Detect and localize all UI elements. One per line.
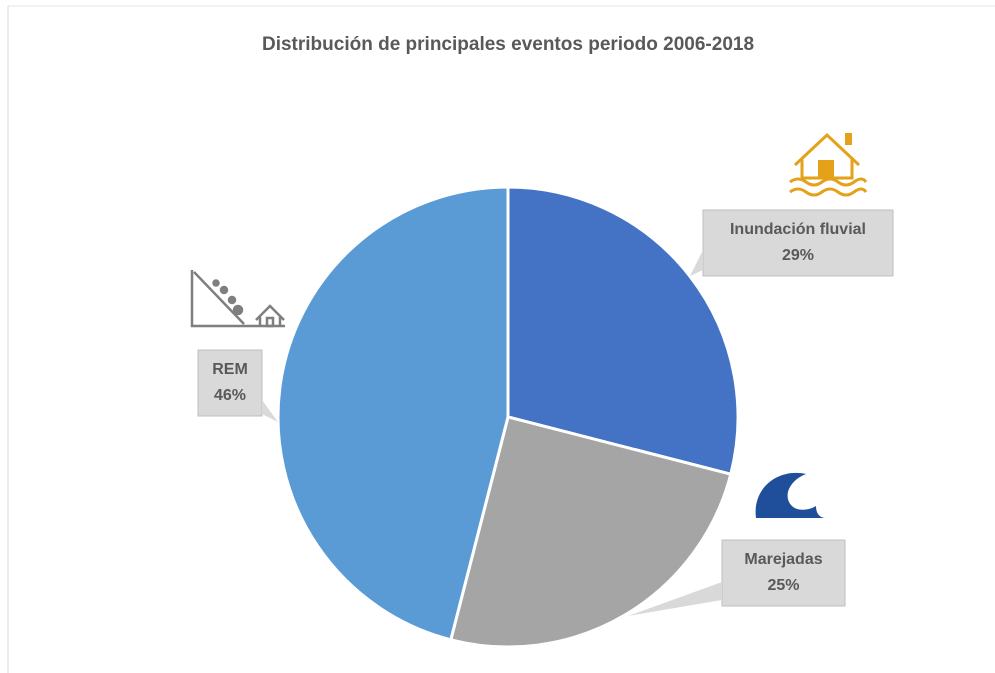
callout-box [721,539,846,607]
pie-slice [276,185,510,642]
data-label-name: Marejadas [744,551,822,568]
landslide-icon [190,270,285,328]
callout-pointer [690,250,703,276]
callout-box [197,349,263,417]
data-label-value: 29% [782,247,814,264]
data-label-name: REM [212,361,248,378]
data-label-value: 46% [214,387,246,404]
pie-slice [448,415,733,649]
callout-pointer [262,400,278,422]
callout-box [702,209,894,277]
data-label-value: 25% [767,577,799,594]
pie-slice [506,185,740,477]
data-label-name: Inundación fluvial [730,221,866,238]
wave-icon [755,472,826,518]
flood-icon [789,132,868,197]
chart-title: Distribución de principales eventos peri… [262,34,754,55]
callout-pointer [628,582,722,616]
